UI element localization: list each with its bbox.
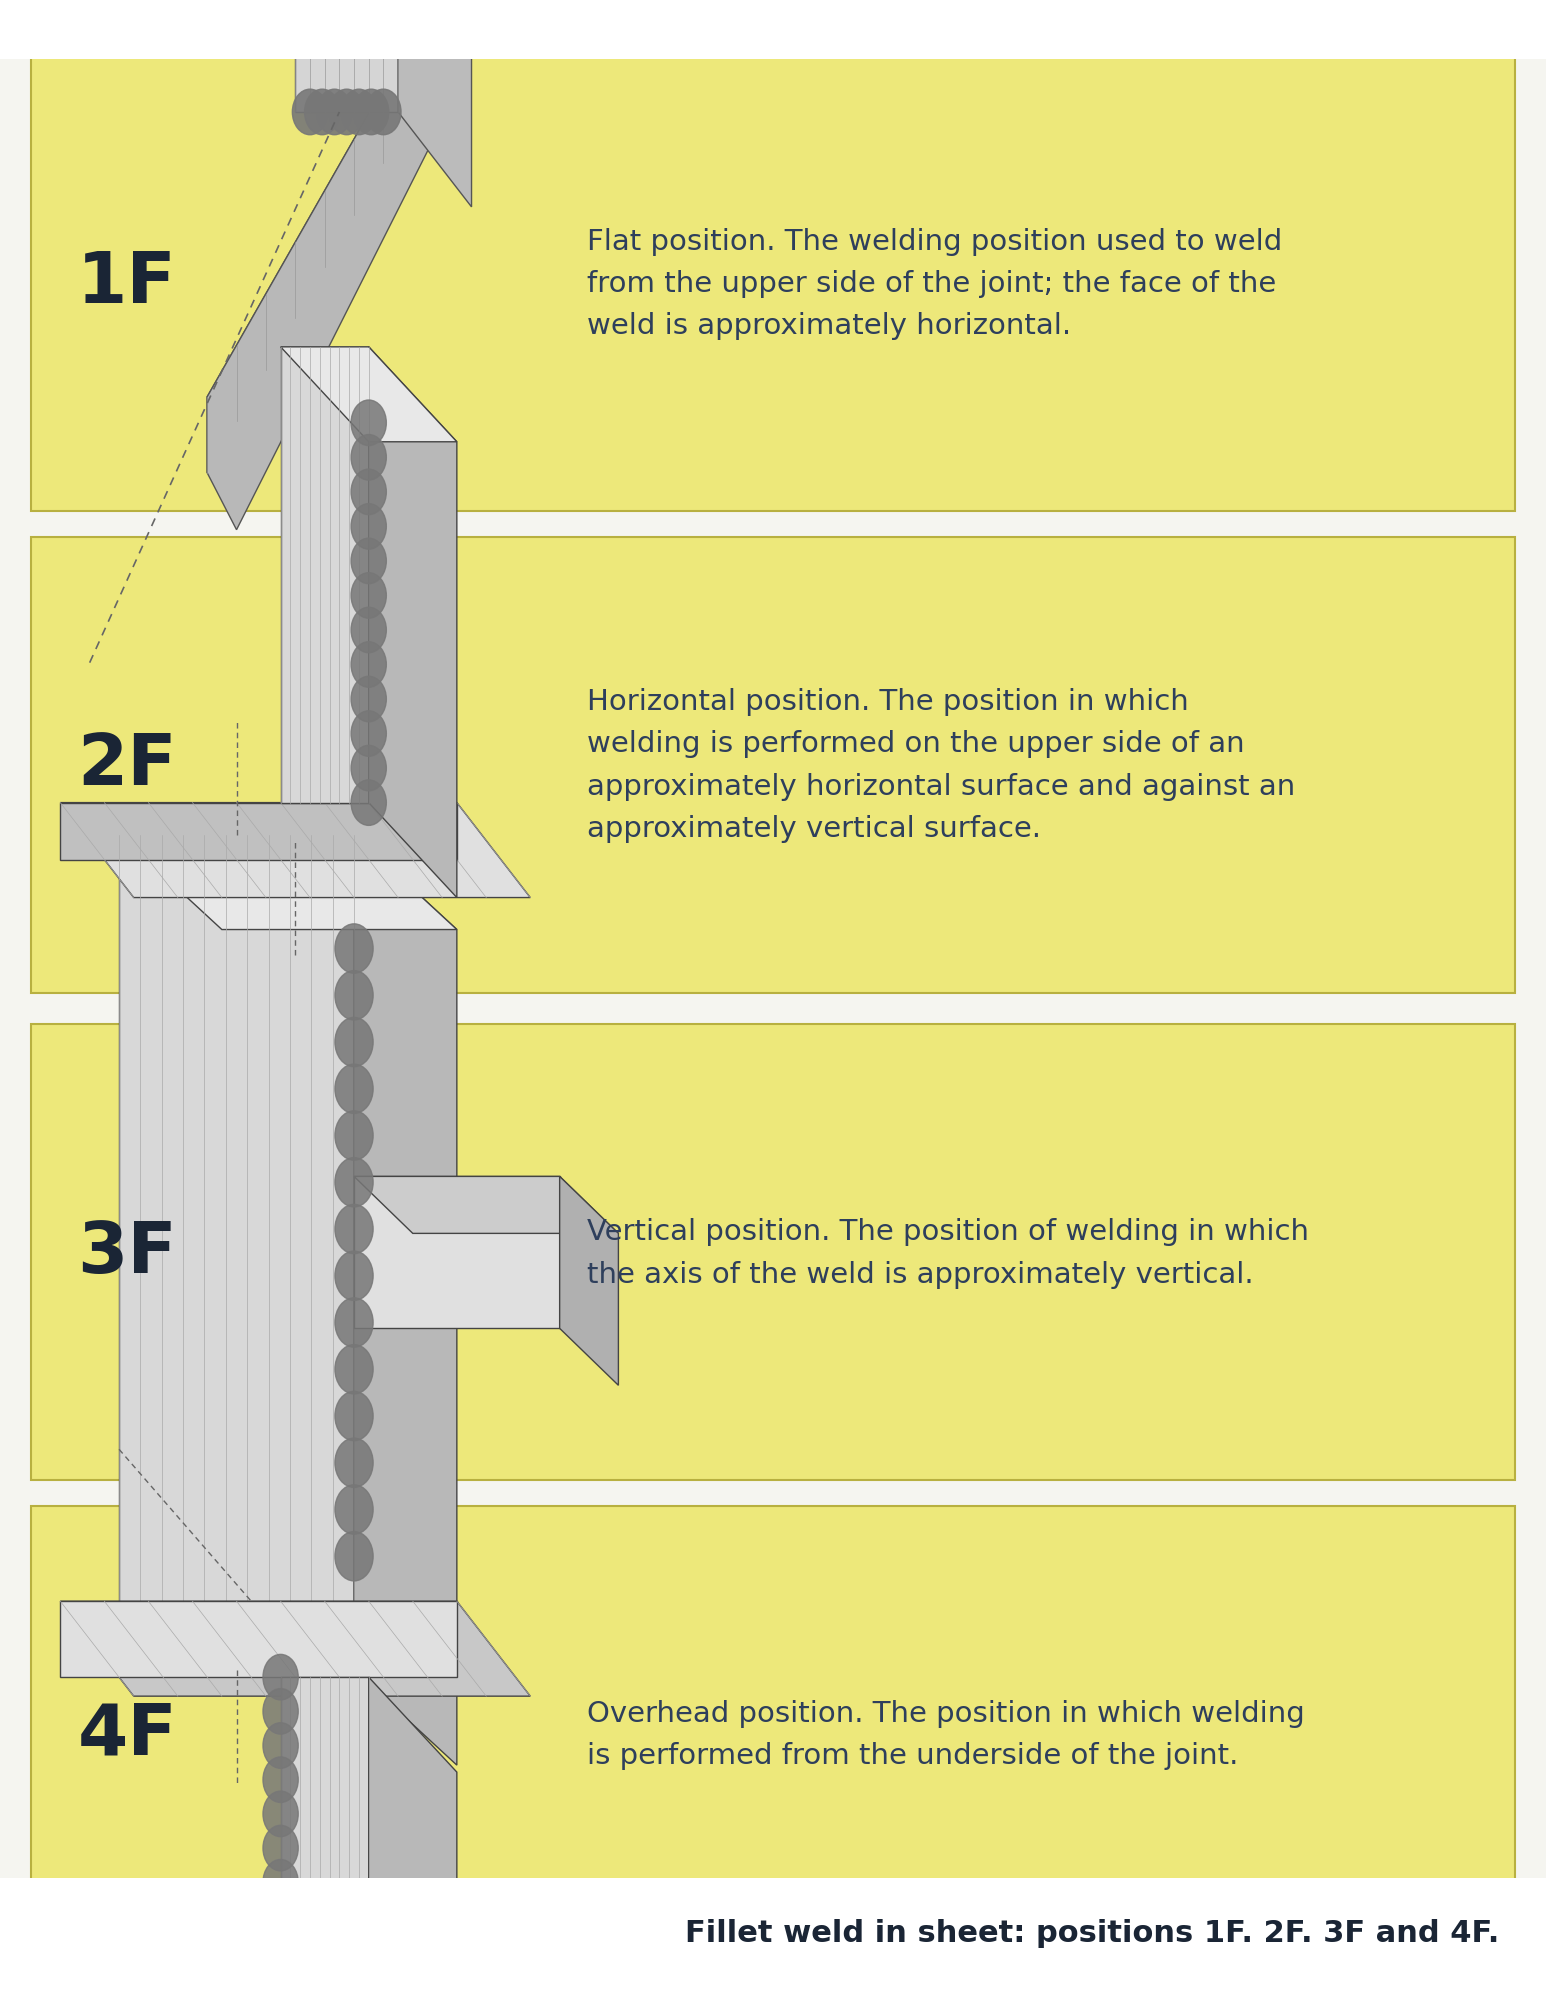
Circle shape: [263, 1928, 298, 1974]
Polygon shape: [60, 1602, 458, 1678]
Circle shape: [263, 1790, 298, 1836]
FancyBboxPatch shape: [31, 1506, 1515, 1962]
Circle shape: [351, 470, 386, 515]
Circle shape: [263, 1722, 298, 1768]
Circle shape: [335, 1532, 373, 1580]
Circle shape: [335, 1299, 373, 1347]
FancyBboxPatch shape: [0, 0, 1546, 60]
Polygon shape: [295, 0, 399, 112]
Circle shape: [351, 436, 386, 482]
Polygon shape: [60, 803, 458, 859]
Polygon shape: [281, 348, 369, 803]
Circle shape: [329, 90, 365, 136]
Circle shape: [263, 1826, 298, 1870]
Circle shape: [335, 1065, 373, 1115]
Polygon shape: [281, 1678, 369, 1998]
Circle shape: [351, 503, 386, 549]
Polygon shape: [354, 835, 458, 1766]
Text: Horizontal position. The position in which
welding is performed on the upper sid: Horizontal position. The position in whi…: [587, 687, 1296, 843]
Circle shape: [351, 711, 386, 757]
Circle shape: [335, 1251, 373, 1301]
Polygon shape: [207, 36, 458, 531]
Text: Vertical position. The position of welding in which
the axis of the weld is appr: Vertical position. The position of weldi…: [587, 1217, 1309, 1289]
Circle shape: [335, 971, 373, 1021]
Circle shape: [263, 1962, 298, 1998]
Text: 2F: 2F: [77, 731, 176, 799]
Text: Fillet weld in sheet: positions 1F. 2F. 3F and 4F.: Fillet weld in sheet: positions 1F. 2F. …: [685, 1918, 1500, 1946]
FancyBboxPatch shape: [31, 537, 1515, 993]
Circle shape: [342, 90, 377, 136]
FancyBboxPatch shape: [31, 56, 1515, 511]
Circle shape: [292, 90, 328, 136]
Circle shape: [335, 1485, 373, 1534]
Circle shape: [351, 402, 386, 446]
Polygon shape: [60, 1602, 530, 1696]
Text: Overhead position. The position in which welding
is performed from the underside: Overhead position. The position in which…: [587, 1698, 1305, 1770]
Text: 1F: 1F: [77, 250, 178, 318]
Polygon shape: [369, 1678, 458, 1998]
Circle shape: [351, 643, 386, 687]
Circle shape: [335, 1439, 373, 1489]
Text: 3F: 3F: [77, 1219, 178, 1287]
Circle shape: [263, 1654, 298, 1700]
Circle shape: [335, 1391, 373, 1441]
Circle shape: [335, 1111, 373, 1161]
Polygon shape: [207, 36, 413, 474]
Circle shape: [335, 1205, 373, 1255]
Circle shape: [351, 607, 386, 653]
Text: 4F: 4F: [77, 1700, 178, 1768]
Polygon shape: [369, 348, 458, 897]
Circle shape: [317, 90, 352, 136]
Circle shape: [351, 781, 386, 825]
Polygon shape: [399, 0, 472, 208]
Circle shape: [263, 1894, 298, 1940]
Polygon shape: [119, 835, 354, 1670]
Polygon shape: [281, 348, 458, 444]
Circle shape: [351, 539, 386, 583]
Circle shape: [263, 1688, 298, 1734]
Circle shape: [263, 1860, 298, 1906]
Circle shape: [354, 90, 388, 136]
FancyBboxPatch shape: [0, 1878, 1546, 1998]
Text: Flat position. The welding position used to weld
from the upper side of the join: Flat position. The welding position used…: [587, 228, 1283, 340]
Circle shape: [335, 1345, 373, 1395]
Circle shape: [335, 1017, 373, 1067]
Polygon shape: [354, 1177, 560, 1329]
Polygon shape: [119, 835, 458, 931]
Circle shape: [305, 90, 340, 136]
Circle shape: [351, 745, 386, 791]
Polygon shape: [560, 1177, 618, 1387]
Circle shape: [263, 1756, 298, 1802]
Circle shape: [351, 573, 386, 619]
Circle shape: [366, 90, 400, 136]
Circle shape: [351, 677, 386, 723]
Circle shape: [335, 1159, 373, 1207]
Polygon shape: [60, 803, 530, 897]
FancyBboxPatch shape: [31, 1025, 1515, 1481]
Circle shape: [335, 925, 373, 973]
Polygon shape: [354, 1177, 618, 1235]
